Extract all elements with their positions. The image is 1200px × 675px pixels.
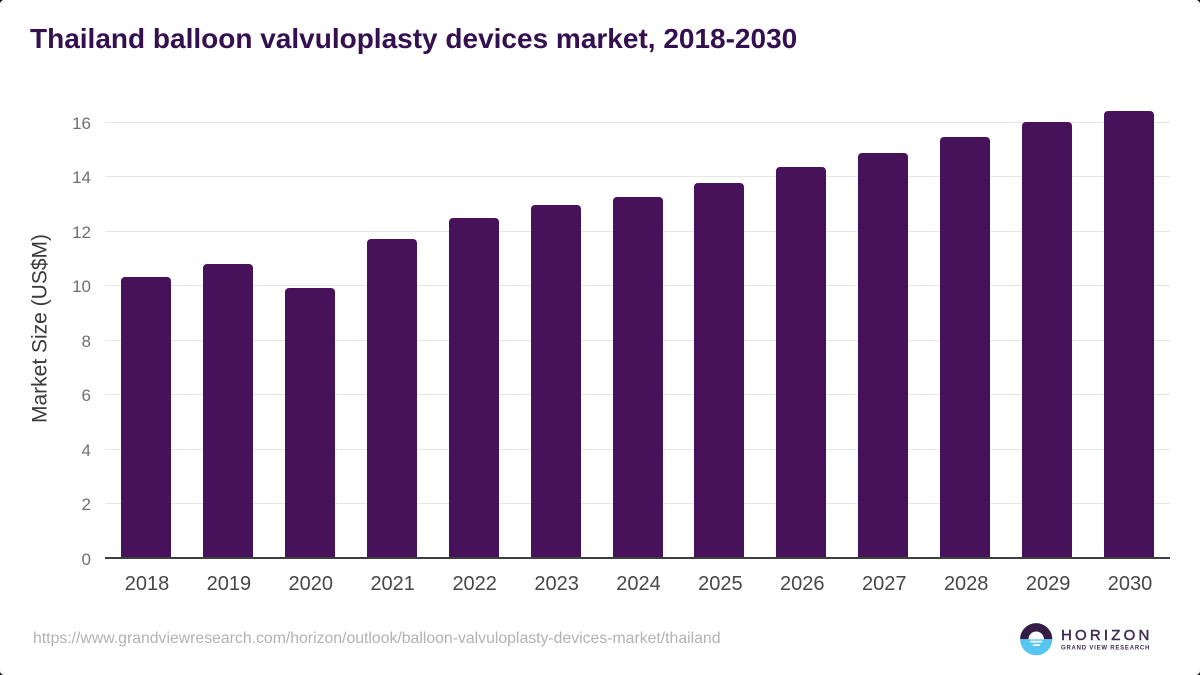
svg-text:GRAND VIEW RESEARCH: GRAND VIEW RESEARCH	[1061, 646, 1150, 652]
svg-text:HORIZON: HORIZON	[1061, 627, 1153, 644]
